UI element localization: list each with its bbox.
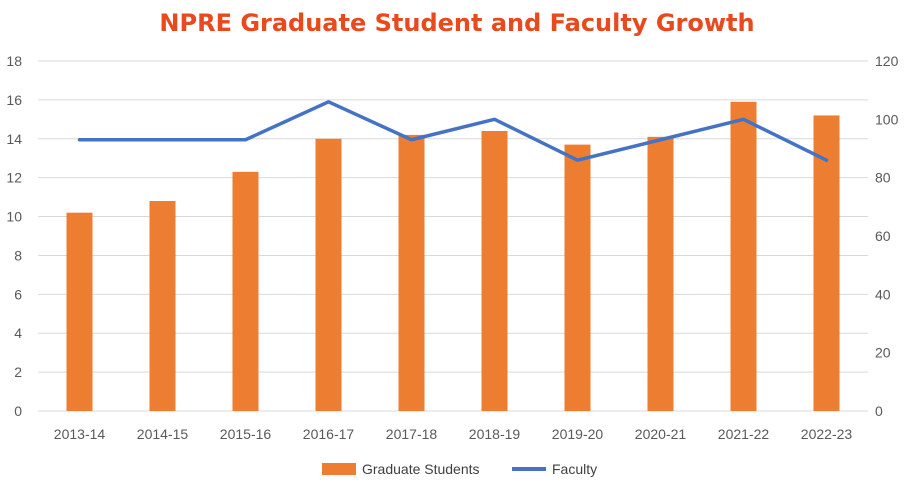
line-series xyxy=(77,100,829,162)
x-tick-label: 2020-21 xyxy=(635,426,687,442)
right-tick-label: 80 xyxy=(875,170,891,186)
x-tick-label: 2022-23 xyxy=(801,426,853,442)
x-axis-ticks: 2013-14 2014-15 2015-16 2016-17 2017-18 2018-… xyxy=(54,426,853,442)
right-tick-label: 0 xyxy=(875,403,883,419)
x-tick-label: 2014-15 xyxy=(137,426,189,442)
legend-label-faculty: Faculty xyxy=(552,461,597,477)
left-tick-label: 0 xyxy=(14,403,22,419)
gridlines xyxy=(38,60,868,412)
left-tick-label: 18 xyxy=(6,53,22,69)
x-tick-label: 2017-18 xyxy=(386,426,438,442)
left-tick-label: 6 xyxy=(14,286,22,302)
legend-label-graduate-students: Graduate Students xyxy=(362,461,480,477)
left-tick-label: 16 xyxy=(6,92,22,108)
right-tick-label: 40 xyxy=(875,286,891,302)
x-tick-label: 2013-14 xyxy=(54,426,106,442)
left-tick-label: 10 xyxy=(6,209,22,225)
bar-graduate-students-2022-23 xyxy=(813,115,840,411)
x-tick-label: 2021-22 xyxy=(718,426,770,442)
right-axis-ticks: 0 20 40 60 80 100 120 xyxy=(875,53,899,419)
chart-title: NPRE Graduate Student and Faculty Growth xyxy=(159,9,754,37)
right-tick-label: 20 xyxy=(875,345,891,361)
bar-graduate-students-2018-19 xyxy=(481,131,508,411)
right-tick-label: 100 xyxy=(875,111,899,127)
left-tick-label: 12 xyxy=(6,170,22,186)
bar-graduate-students-2020-21 xyxy=(647,136,674,412)
legend: Graduate Students Faculty xyxy=(322,461,597,477)
bar-graduate-students-2016-17 xyxy=(315,138,342,411)
legend-swatch-graduate-students xyxy=(322,463,356,475)
bar-graduate-students-2014-15 xyxy=(149,201,176,411)
x-tick-label: 2016-17 xyxy=(303,426,355,442)
bar-graduate-students-2019-20 xyxy=(564,144,591,411)
x-tick-label: 2018-19 xyxy=(469,426,521,442)
left-tick-label: 4 xyxy=(14,325,22,341)
bar-series xyxy=(66,101,840,412)
x-tick-label: 2015-16 xyxy=(220,426,272,442)
bar-graduate-students-2017-18 xyxy=(398,134,425,411)
right-tick-label: 120 xyxy=(875,53,899,69)
bar-graduate-students-2021-22 xyxy=(730,101,757,411)
line-faculty xyxy=(77,100,829,162)
right-tick-label: 60 xyxy=(875,228,891,244)
left-tick-label: 14 xyxy=(6,131,22,147)
bar-graduate-students-2013-14 xyxy=(66,212,93,411)
left-tick-label: 2 xyxy=(14,364,22,380)
left-tick-label: 8 xyxy=(14,247,22,263)
left-axis-ticks: 0 2 4 6 8 10 12 14 16 18 xyxy=(6,53,22,419)
bar-graduate-students-2015-16 xyxy=(232,171,259,411)
x-tick-label: 2019-20 xyxy=(552,426,604,442)
